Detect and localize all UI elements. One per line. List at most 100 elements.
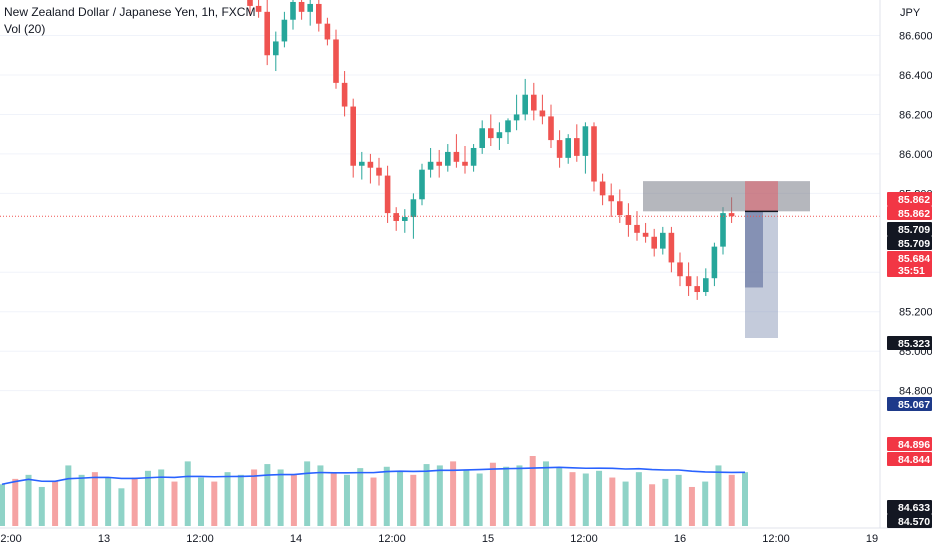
volume-bar: [596, 470, 603, 526]
symbol-title[interactable]: New Zealand Dollar / Japanese Yen, 1h, F…: [4, 5, 256, 19]
candle-body: [642, 232, 649, 237]
volume-bar: [144, 470, 151, 526]
level-zone: [745, 211, 763, 288]
volume-bar: [277, 469, 284, 526]
candle-body: [453, 151, 460, 162]
volume-bar: [171, 481, 178, 526]
candle-body: [711, 246, 718, 279]
price-tag-label: 85.067: [898, 399, 930, 411]
volume-bar: [118, 488, 125, 526]
target-zone: [745, 181, 778, 212]
volume-bar: [131, 477, 138, 526]
price-tag-label: 85.862: [898, 194, 930, 206]
volume-bar: [290, 474, 297, 526]
volume-bar: [330, 472, 337, 526]
candle-body: [341, 82, 348, 107]
candle-body: [496, 132, 503, 139]
time-tick-label: 12:00: [378, 533, 406, 545]
volume-bar: [52, 481, 59, 526]
candle-body: [651, 236, 657, 249]
price-tag-label: 85.709: [898, 238, 930, 250]
volume-bar: [410, 474, 417, 526]
candle-body: [703, 278, 709, 293]
price-tag-label: 84.570: [898, 516, 930, 528]
volume-bar: [516, 465, 523, 526]
price-tag-label: 84.844: [898, 454, 930, 466]
candle-body: [728, 213, 735, 217]
price-tag-axis-bottom-2: [887, 514, 932, 528]
price-tick-label: 86.400: [899, 70, 932, 82]
candle-body: [359, 161, 365, 166]
candle-body: [255, 5, 262, 12]
volume-bar: [463, 469, 470, 526]
volume-bar: [503, 466, 510, 526]
volume-bar: [715, 465, 722, 526]
volume-bar: [582, 473, 589, 526]
candle-body: [281, 19, 288, 42]
volume-bar: [542, 461, 549, 526]
volume-bar: [702, 481, 709, 526]
price-tag-level: [887, 336, 932, 350]
candle-body: [247, 0, 253, 6]
candle-body: [298, 1, 305, 12]
candle-body: [513, 114, 520, 121]
price-tag-stop: [887, 397, 932, 411]
candle-body: [720, 213, 726, 247]
candle-body: [376, 167, 382, 176]
volume-bar: [436, 465, 443, 526]
candle-body: [402, 217, 408, 221]
volume-ma-line: [1, 466, 746, 486]
volume-bar: [0, 484, 5, 526]
volume-bar: [105, 477, 112, 526]
volume-bar: [742, 472, 748, 526]
candle-body: [350, 106, 356, 166]
volume-bar: [383, 466, 390, 526]
candle-body: [531, 94, 537, 111]
volume-bar: [357, 468, 364, 526]
time-tick-label: 13: [98, 533, 110, 545]
time-tick-label: 12:00: [0, 533, 22, 545]
candle-body: [393, 213, 399, 221]
volume-bar: [489, 462, 496, 526]
price-tag-countdown: [887, 263, 932, 277]
volume-bar: [450, 461, 457, 526]
volume-bar: [251, 469, 258, 526]
candle-body: [565, 138, 571, 158]
volume-bar: [529, 456, 536, 526]
price-tick-label: 84.800: [899, 386, 932, 398]
volume-bar: [476, 473, 483, 526]
candle-body: [470, 147, 477, 166]
volume-bar: [343, 474, 350, 526]
price-tag-entry-top: [887, 222, 932, 236]
candle-body: [582, 126, 589, 156]
candle-body: [591, 126, 597, 182]
price-tag-label: 85.862: [898, 208, 930, 220]
candle-body: [556, 140, 563, 158]
volume-bar: [38, 486, 45, 526]
volume-indicator-label[interactable]: Vol (20): [4, 22, 46, 36]
candle-body: [410, 199, 417, 218]
candle-body: [668, 232, 675, 263]
candle-body: [333, 39, 339, 83]
candle-body: [427, 161, 434, 170]
price-tag-target-top: [887, 192, 932, 206]
time-tick-label: 12:00: [186, 533, 214, 545]
price-tick-label: 86.000: [899, 149, 932, 161]
price-tag-vol-bottom: [887, 452, 932, 466]
time-tick-label: 12:00: [762, 533, 790, 545]
candle-body: [660, 232, 666, 249]
volume-bar: [12, 478, 19, 526]
price-tag-entry-bottom: [887, 236, 932, 250]
candle-body: [367, 161, 374, 168]
candle-body: [419, 169, 425, 200]
candle-body: [677, 262, 683, 277]
time-tick-label: 12:00: [570, 533, 598, 545]
price-tick-label: 86.600: [899, 31, 932, 43]
volume-bar: [158, 469, 165, 526]
price-tag-vol-top: [887, 437, 932, 451]
price-tag-label: 85.709: [898, 224, 930, 236]
volume-bar: [91, 472, 98, 526]
candle-body: [685, 276, 692, 287]
